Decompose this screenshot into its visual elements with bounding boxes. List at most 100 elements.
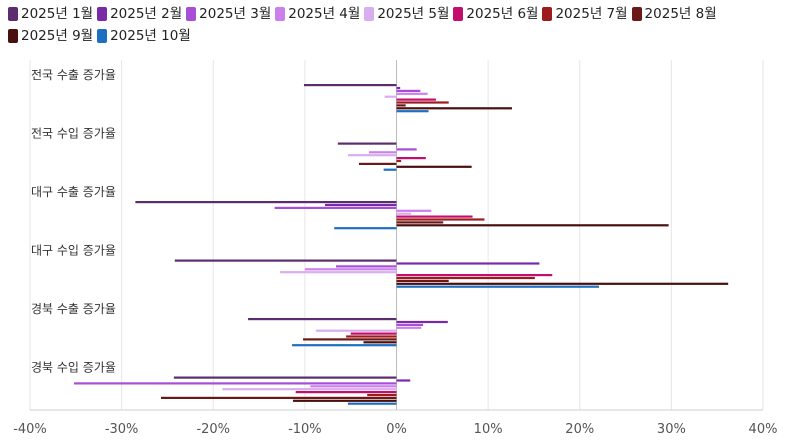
bar-0-2[interactable] [396, 89, 421, 92]
bar-0-8[interactable] [396, 107, 512, 110]
bar-3-2[interactable] [336, 265, 397, 268]
bar-3-7[interactable] [396, 279, 449, 282]
bar-1-6[interactable] [396, 159, 402, 163]
bar-5-0[interactable] [173, 376, 397, 379]
legend-label: 2025년 6월 [466, 6, 539, 22]
legend-swatch [542, 7, 553, 21]
bar-5-7[interactable] [161, 396, 397, 399]
bar-2-8[interactable] [396, 224, 669, 227]
bar-5-4[interactable] [222, 388, 397, 391]
legend-item-0[interactable]: 2025년 1월 [8, 4, 93, 24]
bar-5-8[interactable] [292, 399, 397, 402]
bar-3-5[interactable] [396, 274, 553, 277]
bar-3-1[interactable] [396, 262, 540, 265]
legend-item-2[interactable]: 2025년 3월 [186, 4, 271, 24]
bar-0-7[interactable] [396, 104, 406, 107]
bar-4-2[interactable] [396, 323, 424, 326]
legend-swatch [186, 7, 197, 21]
category-label: 전국 수입 증가율 [31, 127, 116, 141]
bar-1-3[interactable] [369, 151, 397, 154]
category-label: 경북 수입 증가율 [31, 361, 116, 375]
bar-3-8[interactable] [396, 282, 729, 285]
x-tick-label: -20% [196, 422, 230, 437]
bar-1-4[interactable] [347, 154, 397, 157]
bar-3-3[interactable] [304, 268, 397, 271]
category-label: 전국 수출 증가율 [31, 68, 116, 82]
bar-1-8[interactable] [396, 165, 472, 168]
legend-item-1[interactable]: 2025년 2월 [97, 4, 182, 24]
bar-4-7[interactable] [303, 338, 397, 341]
bar-2-7[interactable] [396, 221, 444, 224]
legend-label: 2025년 7월 [555, 6, 628, 22]
bar-1-5[interactable] [396, 157, 426, 160]
legend-item-4[interactable]: 2025년 5월 [364, 4, 449, 24]
legend-label: 2025년 8월 [644, 6, 717, 22]
bar-2-0[interactable] [135, 201, 397, 204]
legend-swatch [453, 7, 464, 21]
bar-5-1[interactable] [396, 379, 411, 382]
legend-swatch [364, 7, 375, 21]
bar-5-2[interactable] [73, 382, 397, 385]
bar-4-9[interactable] [292, 344, 397, 347]
bar-2-5[interactable] [396, 215, 473, 218]
x-axis: -40% -30% -20% -10% 0% 10% 20% 30% 40% [13, 422, 777, 437]
bar-4-8[interactable] [363, 341, 397, 344]
bar-1-9[interactable] [383, 168, 397, 171]
legend-label: 2025년 3월 [199, 6, 272, 22]
x-tick-label: 10% [474, 422, 503, 437]
bar-5-3[interactable] [310, 385, 397, 388]
bar-5-6[interactable] [367, 393, 397, 397]
legend-swatch [275, 7, 286, 21]
bar-1-1[interactable] [396, 145, 398, 148]
bar-2-2[interactable] [274, 206, 397, 209]
legend-swatch [8, 7, 18, 21]
bar-4-3[interactable] [396, 326, 422, 329]
bar-2-1[interactable] [325, 203, 397, 207]
legend-item-5[interactable]: 2025년 6월 [453, 4, 538, 24]
bar-0-6[interactable] [396, 101, 449, 104]
x-tick-label: 20% [565, 422, 594, 437]
bar-4-4[interactable] [315, 329, 397, 332]
bar-2-3[interactable] [396, 209, 432, 212]
legend-item-8[interactable]: 2025년 9월 [8, 26, 93, 46]
bar-2-4[interactable] [396, 212, 412, 215]
x-tick-label: -30% [105, 422, 139, 437]
legend-label: 2025년 2월 [110, 6, 183, 22]
legend-swatch [97, 7, 108, 21]
bar-3-6[interactable] [396, 276, 535, 280]
bar-0-9[interactable] [396, 110, 429, 113]
category-label: 대구 수출 증가율 [31, 185, 116, 199]
legend-item-6[interactable]: 2025년 7월 [542, 4, 628, 24]
bar-3-0[interactable] [174, 259, 397, 262]
bar-1-2[interactable] [396, 148, 417, 151]
grid-lines [29, 60, 764, 411]
legend-swatch [97, 29, 108, 43]
bar-1-7[interactable] [358, 162, 397, 165]
bar-0-4[interactable] [384, 95, 397, 98]
bar-3-9[interactable] [396, 285, 599, 288]
x-tick-label: 30% [657, 422, 686, 437]
bar-4-1[interactable] [396, 320, 448, 324]
bar-1-0[interactable] [337, 142, 397, 145]
bar-4-5[interactable] [350, 332, 397, 335]
bar-2-9[interactable] [334, 227, 397, 230]
legend-item-7[interactable]: 2025년 8월 [631, 4, 717, 24]
legend-label: 2025년 9월 [21, 28, 94, 44]
bar-4-6[interactable] [346, 335, 397, 338]
bar-0-5[interactable] [396, 98, 436, 101]
legend-item-3[interactable]: 2025년 4월 [275, 4, 360, 24]
legend-item-9[interactable]: 2025년 10월 [97, 26, 191, 46]
bar-0-0[interactable] [303, 84, 397, 87]
bar-5-9[interactable] [347, 402, 397, 405]
bar-0-1[interactable] [396, 86, 401, 90]
bar-5-5[interactable] [295, 391, 397, 394]
legend-label: 2025년 4월 [288, 6, 361, 22]
bar-3-4[interactable] [280, 271, 397, 274]
legend-label: 2025년 1월 [21, 6, 94, 22]
category-label: 경북 수출 증가율 [31, 302, 116, 316]
bar-2-6[interactable] [396, 218, 485, 221]
bar-4-0[interactable] [248, 318, 397, 321]
bar-0-3[interactable] [396, 92, 428, 95]
